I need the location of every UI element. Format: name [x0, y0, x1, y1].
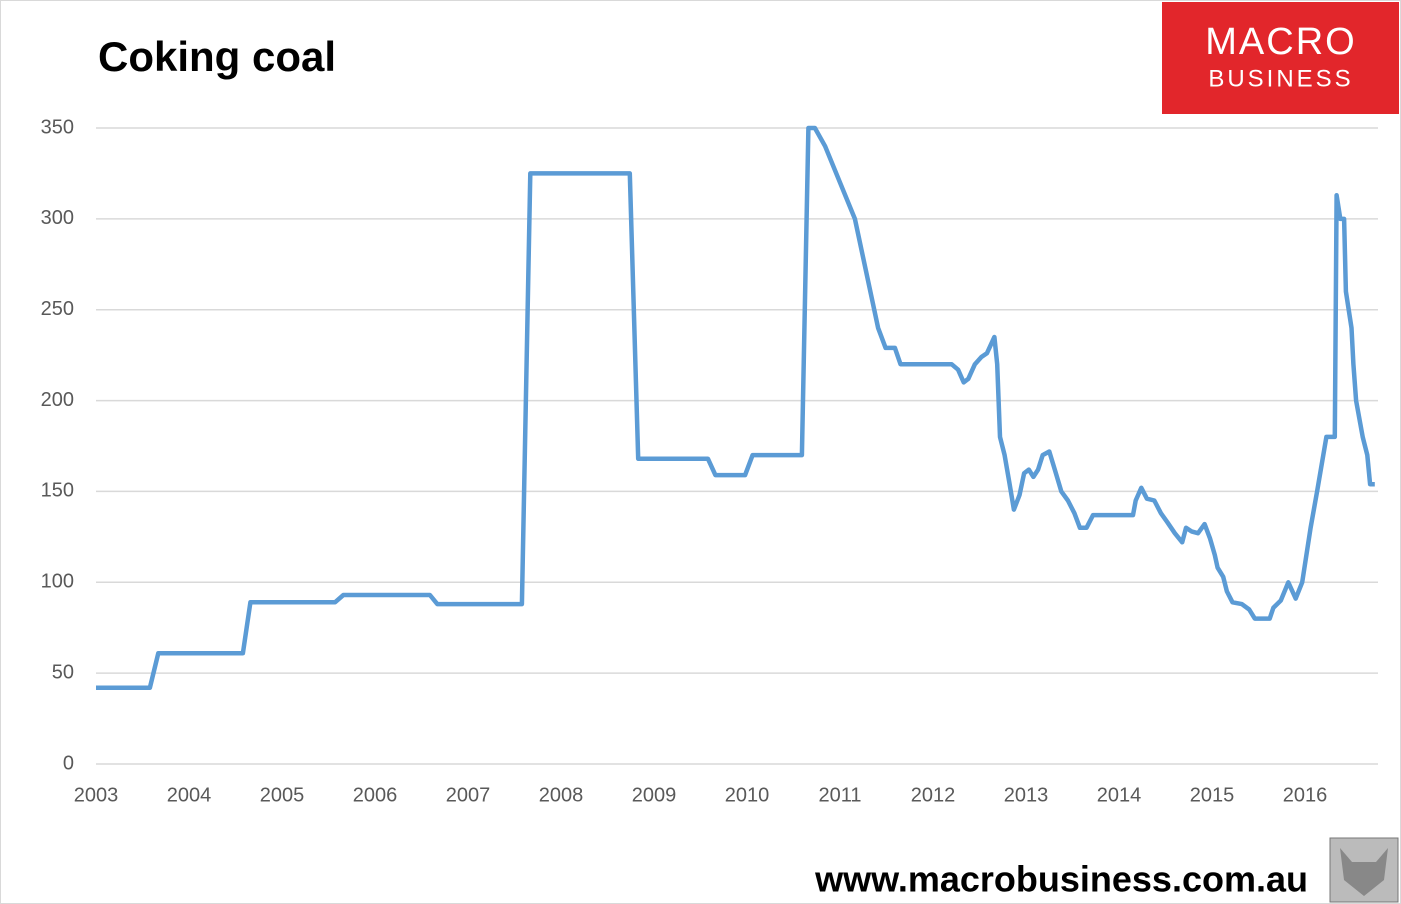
y-tick-label: 300	[41, 207, 74, 229]
logo-text: BUSINESS	[1208, 65, 1353, 92]
y-tick-label: 150	[41, 480, 74, 502]
x-tick-label: 2010	[725, 784, 770, 806]
y-tick-label: 350	[41, 116, 74, 138]
x-tick-label: 2009	[632, 784, 677, 806]
x-tick-label: 2006	[353, 784, 398, 806]
y-tick-label: 0	[63, 752, 74, 774]
y-tick-label: 50	[52, 661, 74, 683]
footer-url: www.macrobusiness.com.au	[814, 859, 1308, 900]
x-tick-label: 2015	[1190, 784, 1235, 806]
x-tick-label: 2004	[167, 784, 212, 806]
x-tick-label: 2008	[539, 784, 584, 806]
wolf-icon	[1340, 848, 1388, 896]
x-tick-label: 2014	[1097, 784, 1142, 806]
x-tick-label: 2012	[911, 784, 956, 806]
logo-box	[1162, 2, 1399, 114]
y-tick-label: 250	[41, 298, 74, 320]
chart-title: Coking coal	[98, 33, 336, 80]
x-tick-label: 2016	[1283, 784, 1328, 806]
y-tick-label: 100	[41, 571, 74, 593]
x-tick-label: 2003	[74, 784, 119, 806]
y-tick-label: 200	[41, 389, 74, 411]
x-tick-label: 2005	[260, 784, 305, 806]
x-tick-label: 2007	[446, 784, 491, 806]
logo-text: MACRO	[1205, 21, 1356, 63]
line	[96, 125, 1375, 690]
x-tick-label: 2013	[1004, 784, 1049, 806]
x-tick-label: 2011	[818, 784, 861, 806]
